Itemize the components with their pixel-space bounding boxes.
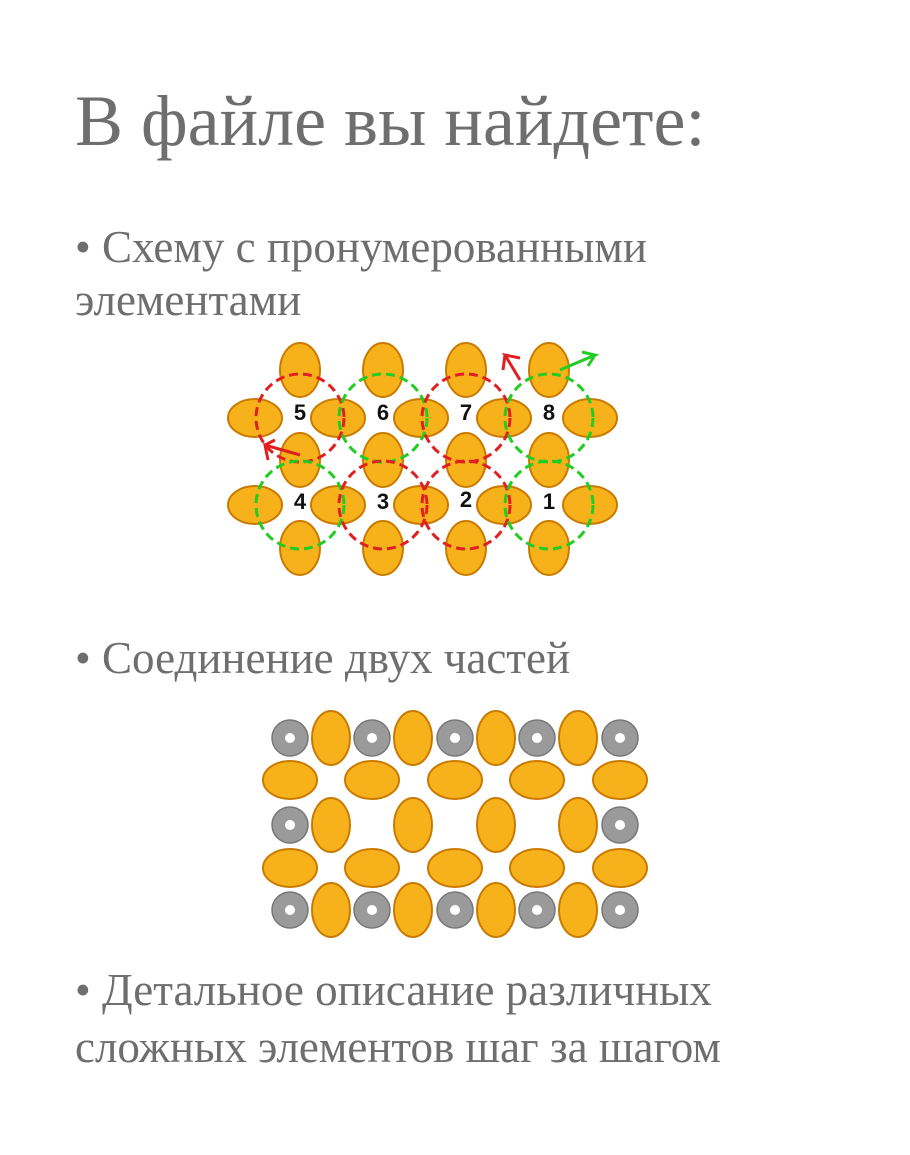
- arrow: [501, 352, 522, 381]
- bead: [279, 520, 321, 576]
- join-diagram: [262, 710, 648, 938]
- bead: [262, 760, 318, 800]
- bead-number: 4: [294, 489, 307, 514]
- ring-hole: [615, 820, 625, 830]
- bead: [311, 710, 351, 766]
- bead: [445, 432, 487, 488]
- bead: [445, 342, 487, 398]
- bead: [558, 710, 598, 766]
- bead: [476, 710, 516, 766]
- bead: [279, 342, 321, 398]
- bead: [344, 760, 400, 800]
- bead: [528, 432, 570, 488]
- ring-hole: [532, 905, 542, 915]
- ring-hole: [615, 733, 625, 743]
- ring-hole: [285, 905, 295, 915]
- title: В файле вы найдете:: [75, 81, 705, 161]
- bead: [310, 398, 366, 438]
- ring-hole: [285, 820, 295, 830]
- bead: [562, 485, 618, 525]
- bead: [592, 760, 648, 800]
- bead: [476, 485, 532, 525]
- bead: [311, 882, 351, 938]
- bead: [310, 485, 366, 525]
- thread-loop: [254, 372, 346, 464]
- bead-number: 2: [460, 487, 472, 512]
- bead-number: 6: [377, 400, 389, 425]
- ring-hole: [450, 905, 460, 915]
- bead: [427, 848, 483, 888]
- item-text: • Схему с пронумерованными: [75, 222, 647, 272]
- ring-hole: [615, 905, 625, 915]
- ring-hole: [367, 733, 377, 743]
- bead: [528, 342, 570, 398]
- bead: [227, 398, 283, 438]
- bead: [393, 797, 433, 853]
- bead: [279, 432, 321, 488]
- bead: [344, 848, 400, 888]
- item-text: • Соединение двух частей: [75, 633, 570, 683]
- item-text: • Детальное описание различных: [75, 965, 712, 1015]
- thread-loop: [337, 372, 429, 464]
- thread-loop: [254, 459, 346, 551]
- bead: [445, 520, 487, 576]
- bead-number: 8: [543, 400, 555, 425]
- bead: [592, 848, 648, 888]
- thread-loop: [420, 372, 512, 464]
- bead: [262, 848, 318, 888]
- ring-hole: [532, 733, 542, 743]
- arrow: [559, 350, 600, 372]
- scheme-diagram: 5 6 7 8 4 3 2 1: [227, 342, 618, 576]
- bead: [509, 760, 565, 800]
- bead: [558, 882, 598, 938]
- bead: [562, 398, 618, 438]
- bead: [362, 342, 404, 398]
- bead: [476, 882, 516, 938]
- item-text: сложных элементов шаг за шагом: [75, 1022, 721, 1072]
- thread-loop: [503, 459, 595, 551]
- arrow: [263, 438, 301, 461]
- bead-number: 5: [294, 400, 306, 425]
- bead: [362, 520, 404, 576]
- bead: [393, 710, 433, 766]
- item-text: элементами: [75, 275, 301, 325]
- thread-loop: [420, 459, 512, 551]
- bead: [509, 848, 565, 888]
- ring-hole: [450, 733, 460, 743]
- thread-loop: [337, 459, 429, 551]
- ring-hole: [285, 733, 295, 743]
- bead-number: 3: [377, 489, 389, 514]
- bead: [476, 797, 516, 853]
- bead: [558, 797, 598, 853]
- bead-number: 7: [460, 400, 472, 425]
- bead: [393, 882, 433, 938]
- bead: [476, 398, 532, 438]
- bead: [393, 485, 449, 525]
- bead: [311, 797, 351, 853]
- bead: [427, 760, 483, 800]
- bead-number: 1: [543, 489, 555, 514]
- ring-hole: [367, 905, 377, 915]
- bead: [528, 520, 570, 576]
- bead: [227, 485, 283, 525]
- bead: [393, 398, 449, 438]
- thread-loop: [503, 372, 595, 464]
- bead: [362, 432, 404, 488]
